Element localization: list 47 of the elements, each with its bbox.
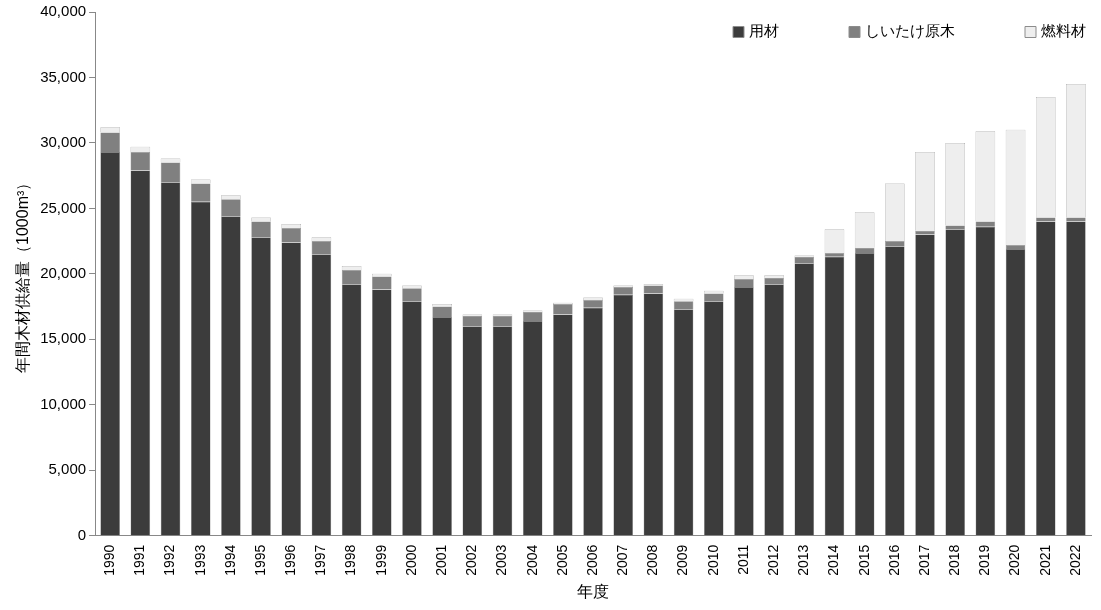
x-tick-label: 2007 [614,544,631,576]
x-tick-label: 2016 [885,544,902,576]
x-tick-label: 1997 [312,544,329,576]
x-tick-label: 2019 [976,544,993,576]
x-tick-label: 2012 [764,544,781,576]
x-tick-label: 2015 [855,544,872,576]
x-tick-label: 1996 [282,544,299,576]
x-axis-title: 年度 [577,582,610,600]
x-tick-label: 2004 [523,544,540,576]
x-tick-label: 2009 [674,544,691,576]
x-tick-label: 2005 [553,544,570,576]
y-tick-label: 5,000 [48,460,87,478]
legend-label: しいたけ原木 [865,22,955,40]
x-tick-label: 1991 [131,544,148,576]
y-axis-title: 年間木材供給量（1000m³） [14,174,32,373]
x-tick-label: 2021 [1036,544,1053,576]
legend-label: 燃料材 [1041,22,1086,40]
x-tick-label: 2010 [704,544,721,576]
y-tick-label: 30,000 [40,133,87,151]
x-tick-label: 1998 [342,544,359,576]
x-tick-label: 2020 [1006,544,1023,576]
y-tick-label: 0 [77,525,87,543]
x-tick-label: 2000 [402,544,419,576]
x-tick-label: 2017 [915,544,932,576]
x-tick-label: 2013 [795,544,812,576]
x-tick-label: 2022 [1066,544,1083,576]
y-tick-label: 15,000 [40,329,87,347]
x-tick-label: 2001 [433,544,449,576]
x-tick-label: 1992 [161,544,178,576]
x-tick-label: 1994 [221,544,238,576]
x-tick-label: 1990 [101,544,118,576]
y-tick-label: 20,000 [40,263,87,281]
x-tick-label: 2011 [734,544,751,575]
x-tick-label: 2008 [644,544,661,576]
y-tick-label: 40,000 [40,2,87,20]
x-tick-label: 1999 [372,544,389,576]
x-tick-label: 1993 [191,544,208,576]
x-tick-label: 2002 [463,544,480,576]
y-tick-label: 35,000 [40,67,87,85]
y-tick-label: 25,000 [40,198,87,216]
x-tick-label: 2006 [583,544,600,576]
x-tick-label: 2014 [825,544,842,576]
x-tick-label: 2018 [946,544,963,576]
y-tick-label: 10,000 [40,394,87,412]
legend-label: 用材 [749,22,779,40]
x-tick-label: 1995 [251,544,268,576]
x-tick-label: 2003 [493,544,510,576]
